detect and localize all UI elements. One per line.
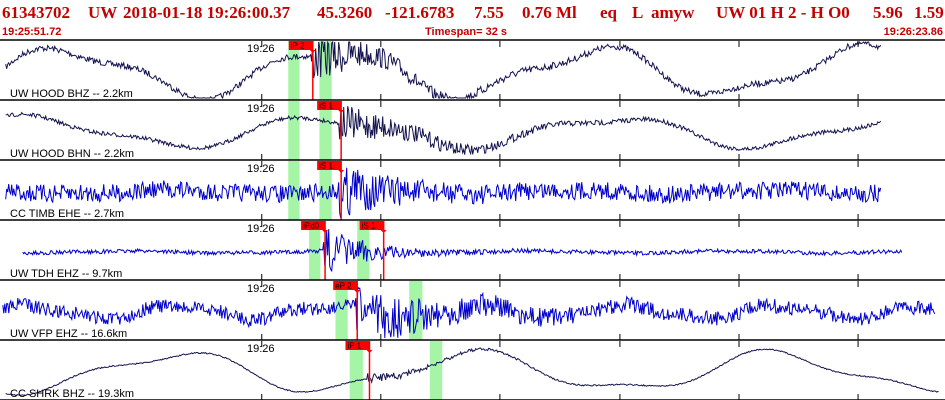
phase-pick-arrow	[380, 230, 387, 233]
waveform[interactable]	[22, 229, 903, 273]
event-summary-line: 61343702 UW 2018-01-18 19:26:00.37 45.32…	[2, 3, 944, 25]
pick-window[interactable]	[335, 281, 348, 340]
event-review-flag: L	[632, 3, 644, 22]
trace-time-label: 19:26	[247, 283, 275, 295]
trace-row[interactable]: iP 2 19:26 UW HOOD BHZ -- 2.2km	[0, 40, 945, 101]
trace-time-label: 19:26	[247, 103, 275, 115]
waveform[interactable]	[5, 347, 939, 397]
trace-channel-label: UW VFP EHZ -- 16.6km	[10, 328, 127, 340]
phase-pick-flag[interactable]	[288, 41, 313, 50]
trace-row[interactable]: iP 1 19:26 CC SHRK BHZ -- 19.3km	[0, 341, 945, 400]
trace-channel-label: CC SHRK BHZ -- 19.3km	[10, 388, 134, 400]
pick-window[interactable]	[429, 341, 443, 400]
event-depth: 7.55	[474, 3, 504, 22]
phase-pick-label: iP 2	[291, 42, 305, 51]
end-time: 19:26:23.86	[883, 26, 943, 38]
trace-channel-label: CC TIMB EHE -- 2.7km	[10, 208, 124, 220]
event-id: 61343702	[2, 3, 70, 22]
phase-pick-arrow	[338, 110, 345, 113]
phase-pick-label: iP 1	[347, 342, 361, 351]
pick-window[interactable]	[349, 341, 363, 400]
pick-window[interactable]	[288, 161, 300, 220]
trace-time-label: 19:26	[247, 163, 275, 175]
pick-window[interactable]	[319, 161, 332, 220]
event-type: eq	[600, 3, 617, 22]
phase-pick-label: eP 2	[335, 282, 352, 291]
event-datetime: 2018-01-18 19:26:00.37	[123, 3, 291, 22]
waveform[interactable]	[2, 285, 936, 339]
phase-pick-label: iPd0	[303, 222, 320, 231]
phase-pick-flag[interactable]	[359, 221, 384, 230]
timespan-label: Timespan= 32 s	[425, 26, 508, 38]
event-network: UW	[88, 3, 118, 22]
trace-channel-label: UW HOOD BHZ -- 2.2km	[10, 88, 133, 100]
phase-pick-flag[interactable]	[317, 101, 342, 110]
pick-window[interactable]	[288, 101, 300, 160]
trace-channel-label: UW HOOD BHN -- 2.2km	[10, 148, 134, 160]
waveform[interactable]	[5, 106, 882, 156]
pick-window[interactable]	[319, 101, 332, 160]
event-latitude: 45.3260	[317, 3, 373, 22]
event-value-1: 5.96	[873, 3, 903, 22]
waveform[interactable]	[5, 167, 882, 219]
phase-pick-arrow	[366, 350, 373, 353]
trace-row[interactable]: iS 1 19:26 UW HOOD BHN -- 2.2km	[0, 101, 945, 161]
trace-time-label: 19:26	[247, 343, 275, 355]
phase-pick-flag[interactable]	[301, 221, 326, 230]
trace-row[interactable]: eP 2 19:26 UW VFP EHZ -- 16.6km	[0, 281, 945, 341]
phase-pick-flag[interactable]	[333, 281, 358, 290]
phase-pick-arrow	[309, 50, 316, 53]
waveform[interactable]	[5, 40, 882, 100]
trace-channel-label: UW TDH EHZ -- 9.7km	[10, 268, 122, 280]
trace-time-label: 19:26	[247, 43, 275, 55]
event-header: 61343702 UW 2018-01-18 19:26:00.37 45.32…	[0, 0, 945, 40]
phase-pick-flag[interactable]	[317, 161, 342, 170]
phase-pick-label: iS 1	[362, 222, 376, 231]
phase-pick-arrow	[322, 230, 329, 233]
event-longitude: -121.6783	[385, 3, 455, 22]
phase-pick-label: iS 1	[319, 102, 333, 111]
start-time: 19:25:51.72	[2, 26, 62, 38]
phase-pick-flag[interactable]	[345, 341, 370, 350]
trace-row[interactable]: iPd0 iS 1 19:26 UW TDH EHZ -- 9.7km	[0, 221, 945, 281]
event-analyst: amyw	[651, 3, 695, 22]
pick-window[interactable]	[409, 281, 423, 340]
phase-pick-label: iS 1	[319, 162, 333, 171]
phase-pick-arrow	[354, 290, 361, 293]
trace-time-label: 19:26	[247, 223, 275, 235]
event-value-2: 1.59	[914, 3, 944, 22]
event-quality: UW 01 H 2 - H O0	[716, 3, 850, 22]
timespan-bar: 19:25:51.72 Timespan= 32 s 19:26:23.86	[0, 26, 945, 40]
phase-pick-arrow	[338, 170, 345, 173]
trace-row[interactable]: iS 1 19:26 CC TIMB EHE -- 2.7km	[0, 161, 945, 221]
event-magnitude: 0.76 Ml	[522, 3, 577, 22]
pick-window[interactable]	[288, 41, 300, 100]
